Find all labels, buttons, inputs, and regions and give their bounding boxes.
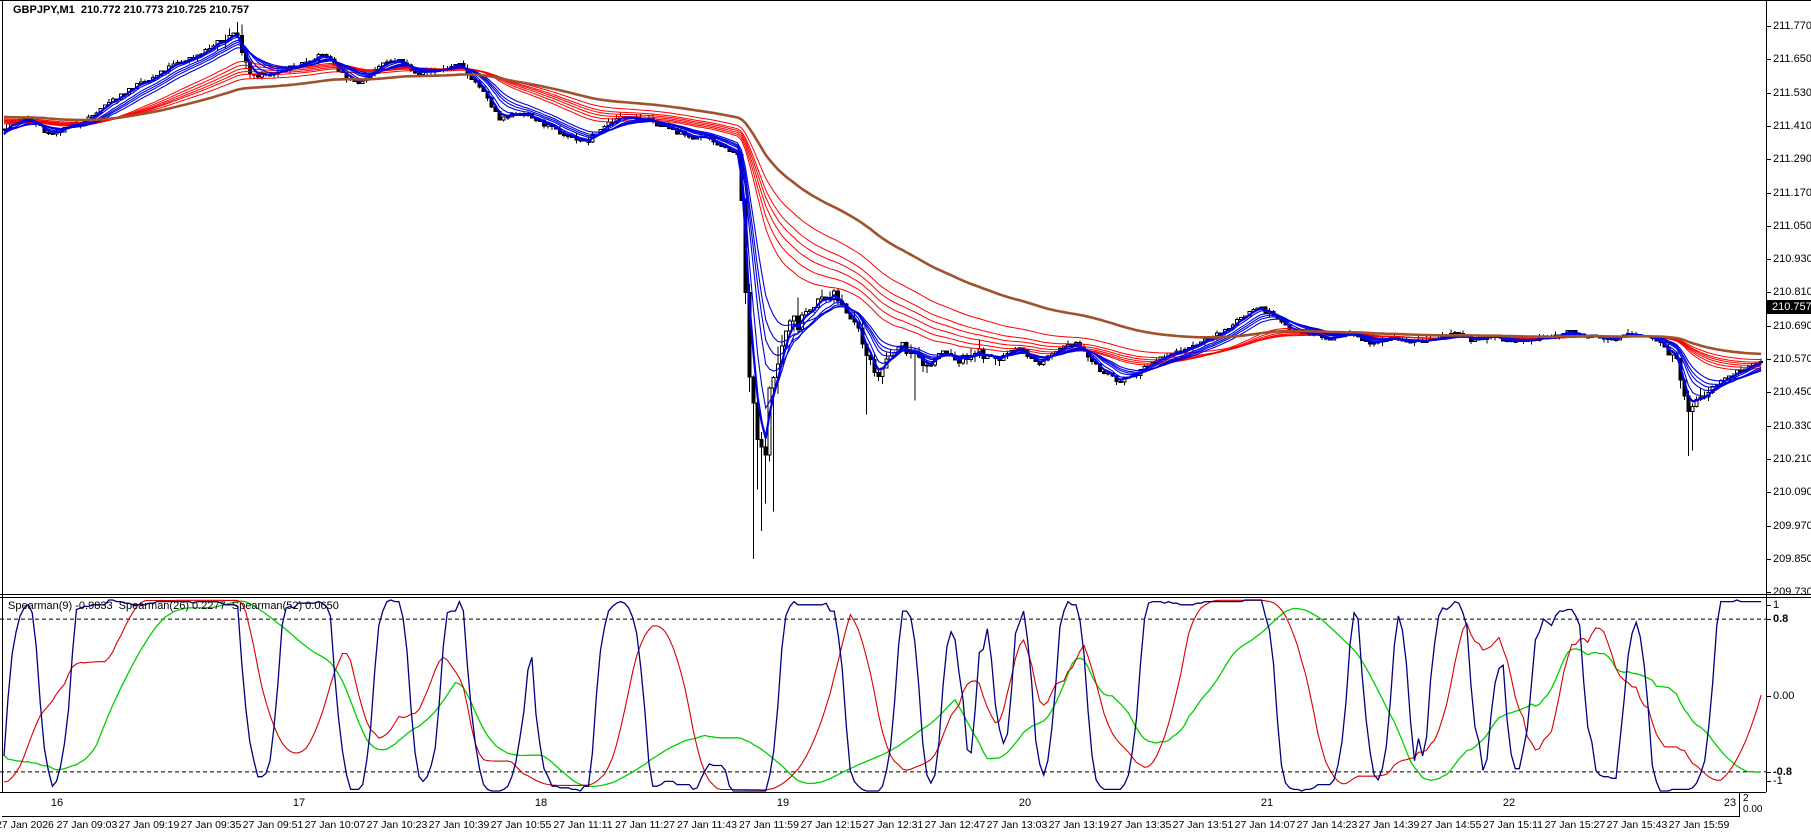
time-axis[interactable]: 27 Jan 2026 27 Jan 09:03 27 Jan 09:19 27 Ja… (0, 818, 1811, 832)
indicator-axis-label: 0.8 (1766, 613, 1788, 626)
indicator-axis-label: -0.8 (1766, 766, 1792, 779)
time-axis-label: 27 Jan 14:39 (1358, 819, 1420, 831)
hour-label: 21 (1260, 797, 1274, 809)
time-axis-label: 27 Jan 09:19 (118, 819, 180, 831)
time-axis-label: 27 Jan 12:47 (924, 819, 986, 831)
time-axis-label: 27 Jan 15:11 (1483, 819, 1543, 831)
spearman26-line (3, 599, 1762, 791)
pane-separator-line (0, 594, 1811, 595)
time-axis-label: 27 Jan 15:27 (1544, 819, 1606, 831)
price-axis-label: 210.210 (1766, 453, 1811, 466)
time-axis-label: 27 Jan 10:07 (304, 819, 366, 831)
time-axis-label: 27 Jan 11:11 (553, 819, 613, 831)
strip-scale-labels: 2 0.00 (1743, 793, 1803, 817)
time-axis-label: 27 Jan 14:07 (1234, 819, 1296, 831)
axis-separator-line (1766, 1, 1767, 792)
time-axis-label: 27 Jan 09:03 (56, 819, 118, 831)
gmma-long-lines (3, 61, 1762, 371)
price-axis-label: 211.290 (1766, 153, 1811, 166)
time-axis-label: 27 Jan 14:23 (1296, 819, 1358, 831)
hour-label: 18 (534, 797, 548, 809)
price-axis-label: 210.090 (1766, 486, 1811, 499)
price-axis-label: 209.850 (1766, 553, 1811, 566)
price-axis-label: 210.690 (1766, 320, 1811, 333)
price-axis-label: 209.970 (1766, 520, 1811, 533)
hour-label: 20 (1018, 797, 1032, 809)
time-axis-label: 27 Jan 13:51 (1172, 819, 1234, 831)
slow-ma-line (3, 73, 1762, 356)
hour-label: 16 (50, 797, 64, 809)
symbol-ohlc-title: GBPJPY,M1 210.772 210.773 210.725 210.75… (13, 4, 250, 16)
time-axis-label: 27 Jan 14:55 (1420, 819, 1482, 831)
window-left-border (2, 1, 3, 817)
time-axis-label: 27 Jan 12:15 (800, 819, 862, 831)
hour-label: 17 (292, 797, 306, 809)
price-axis-label: 211.770 (1766, 20, 1811, 33)
price-axis-label: 209.730 (1766, 586, 1811, 599)
price-axis-label: 210.810 (1766, 286, 1811, 299)
indicator-axis-label: 0.00 (1766, 690, 1794, 703)
price-axis-label: 211.050 (1766, 220, 1811, 233)
price-axis-label: 210.930 (1766, 253, 1811, 266)
spearman52-line (3, 600, 1762, 788)
strip-scale-value: 0.00 (1743, 804, 1763, 815)
hour-label: 23 (1723, 797, 1737, 809)
spearman9-line (3, 599, 1762, 792)
time-axis-label: 27 Jan 13:35 (1110, 819, 1172, 831)
time-axis-label: 27 Jan 15:43 (1606, 819, 1668, 831)
time-axis-label: 27 Jan 10:55 (490, 819, 552, 831)
price-axis-label: 211.170 (1766, 187, 1811, 200)
time-axis-label: 27 Jan 12:31 (862, 819, 924, 831)
price-axis-label: 211.530 (1766, 87, 1811, 100)
indicator-axis-label: -1 (1766, 775, 1783, 788)
time-axis-label: 27 Jan 09:51 (242, 819, 304, 831)
time-axis-label: 27 Jan 11:59 (739, 819, 799, 831)
candles-series (2, 21, 1764, 559)
hour-label: 19 (776, 797, 790, 809)
current-price-badge: 210.757 (1767, 300, 1811, 314)
pane-separator-line (0, 597, 1811, 598)
time-axis-label: 27 Jan 10:39 (428, 819, 490, 831)
time-axis-label: 27 Jan 13:03 (986, 819, 1048, 831)
main-chart-canvas[interactable] (0, 1, 1766, 595)
price-axis-label: 210.570 (1766, 353, 1811, 366)
time-axis-label: 27 Jan 11:43 (677, 819, 737, 831)
price-axis-label: 210.330 (1766, 420, 1811, 433)
price-axis-label: 211.410 (1766, 120, 1811, 133)
time-axis-label: 27 Jan 15:59 (1668, 819, 1730, 831)
price-axis[interactable]: 211.770 211.650 211.530 211.410 211.290 211.1… (1766, 1, 1811, 792)
spearman-indicator-canvas[interactable] (0, 599, 1766, 792)
price-axis-label: 211.650 (1766, 53, 1811, 66)
time-axis-label: 27 Jan 13:19 (1048, 819, 1110, 831)
time-axis-label: 27 Jan 09:35 (180, 819, 242, 831)
price-axis-label: 210.450 (1766, 386, 1811, 399)
hour-scale-strip[interactable]: 16 17 18 19 20 21 22 23 (2, 792, 1740, 817)
time-axis-label: 27 Jan 2026 (0, 819, 54, 831)
indicator-axis-label: 1 (1766, 599, 1779, 612)
strip-scale-value: 2 (1743, 793, 1749, 804)
time-axis-label: 27 Jan 10:23 (366, 819, 428, 831)
time-axis-label: 27 Jan 11:27 (615, 819, 675, 831)
indicator-values-label: Spearman(9) -0.9833 Spearman(26) 0.2277 … (8, 600, 339, 612)
hour-label: 22 (1502, 797, 1516, 809)
